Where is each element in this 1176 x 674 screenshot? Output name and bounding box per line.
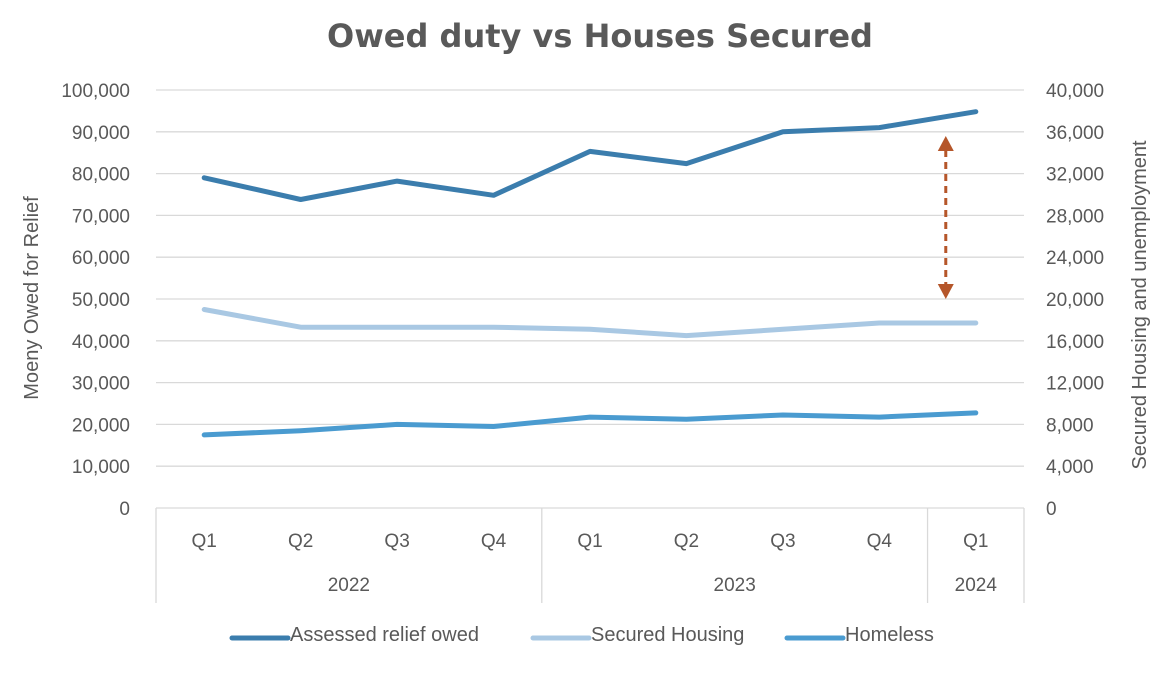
left-tick-label: 100,000: [61, 81, 130, 102]
category-label: Q2: [288, 531, 313, 552]
right-axis-title: Secured Housing and unemployment: [1129, 140, 1151, 470]
right-tick-label: 36,000: [1046, 123, 1104, 144]
category-label: Q4: [867, 531, 893, 552]
right-tick-label: 40,000: [1046, 81, 1104, 102]
category-label: Q3: [770, 531, 795, 552]
gridlines: [156, 89, 1024, 509]
category-label: Q2: [674, 531, 699, 552]
category-axis: Q1 Q2 Q3 Q4 Q1 Q2 Q3 Q4 Q1 2022 2023 2024: [155, 508, 1025, 603]
left-tick-label: 70,000: [72, 206, 130, 227]
category-label: Q3: [384, 531, 409, 552]
right-tick-label: 24,000: [1046, 248, 1104, 269]
legend: Assessed relief owed Secured Housing Homel…: [229, 624, 934, 646]
category-label: Q1: [963, 531, 988, 552]
annotation-arrowhead: [937, 135, 954, 151]
right-tick-label: 0: [1046, 499, 1057, 520]
right-tick-label: 8,000: [1046, 415, 1094, 436]
category-label: Q1: [577, 531, 602, 552]
left-tick-label: 20,000: [72, 415, 130, 436]
right-tick-label: 20,000: [1046, 290, 1104, 311]
right-axis-ticks: 0 4,000 8,000 12,000 16,000 20,000 24,000 28,00…: [1046, 81, 1104, 520]
chart-title: Owed duty vs Houses Secured: [327, 17, 873, 55]
series-line: [201, 109, 979, 202]
left-tick-label: 30,000: [72, 374, 130, 395]
left-axis-title: Moeny Owed for Relief: [21, 196, 43, 400]
left-tick-label: 90,000: [72, 123, 130, 144]
group-label: 2024: [955, 575, 998, 596]
left-tick-label: 80,000: [72, 165, 130, 186]
right-tick-label: 28,000: [1046, 206, 1104, 227]
left-tick-label: 0: [119, 499, 130, 520]
right-tick-label: 4,000: [1046, 457, 1094, 478]
group-label: 2023: [714, 575, 756, 596]
right-tick-label: 32,000: [1046, 165, 1104, 186]
annotation-arrowhead: [937, 284, 954, 299]
series-lines: [201, 109, 979, 438]
legend-label: Homeless: [845, 624, 934, 646]
group-label: 2022: [328, 575, 370, 596]
left-tick-label: 40,000: [72, 332, 130, 353]
legend-label: Assessed relief owed: [290, 624, 479, 646]
left-tick-label: 10,000: [72, 457, 130, 478]
legend-label: Secured Housing: [591, 624, 744, 646]
left-tick-label: 60,000: [72, 248, 130, 269]
left-axis-ticks: 0 10,000 20,000 30,000 40,000 50,000 60,000 70,…: [61, 81, 130, 520]
annotation-arrow: [937, 135, 954, 299]
right-tick-label: 16,000: [1046, 332, 1104, 353]
category-label: Q1: [192, 531, 217, 552]
series-line: [201, 410, 979, 438]
left-tick-label: 50,000: [72, 290, 130, 311]
category-label: Q4: [481, 531, 507, 552]
right-tick-label: 12,000: [1046, 374, 1104, 395]
series-line: [201, 307, 979, 339]
